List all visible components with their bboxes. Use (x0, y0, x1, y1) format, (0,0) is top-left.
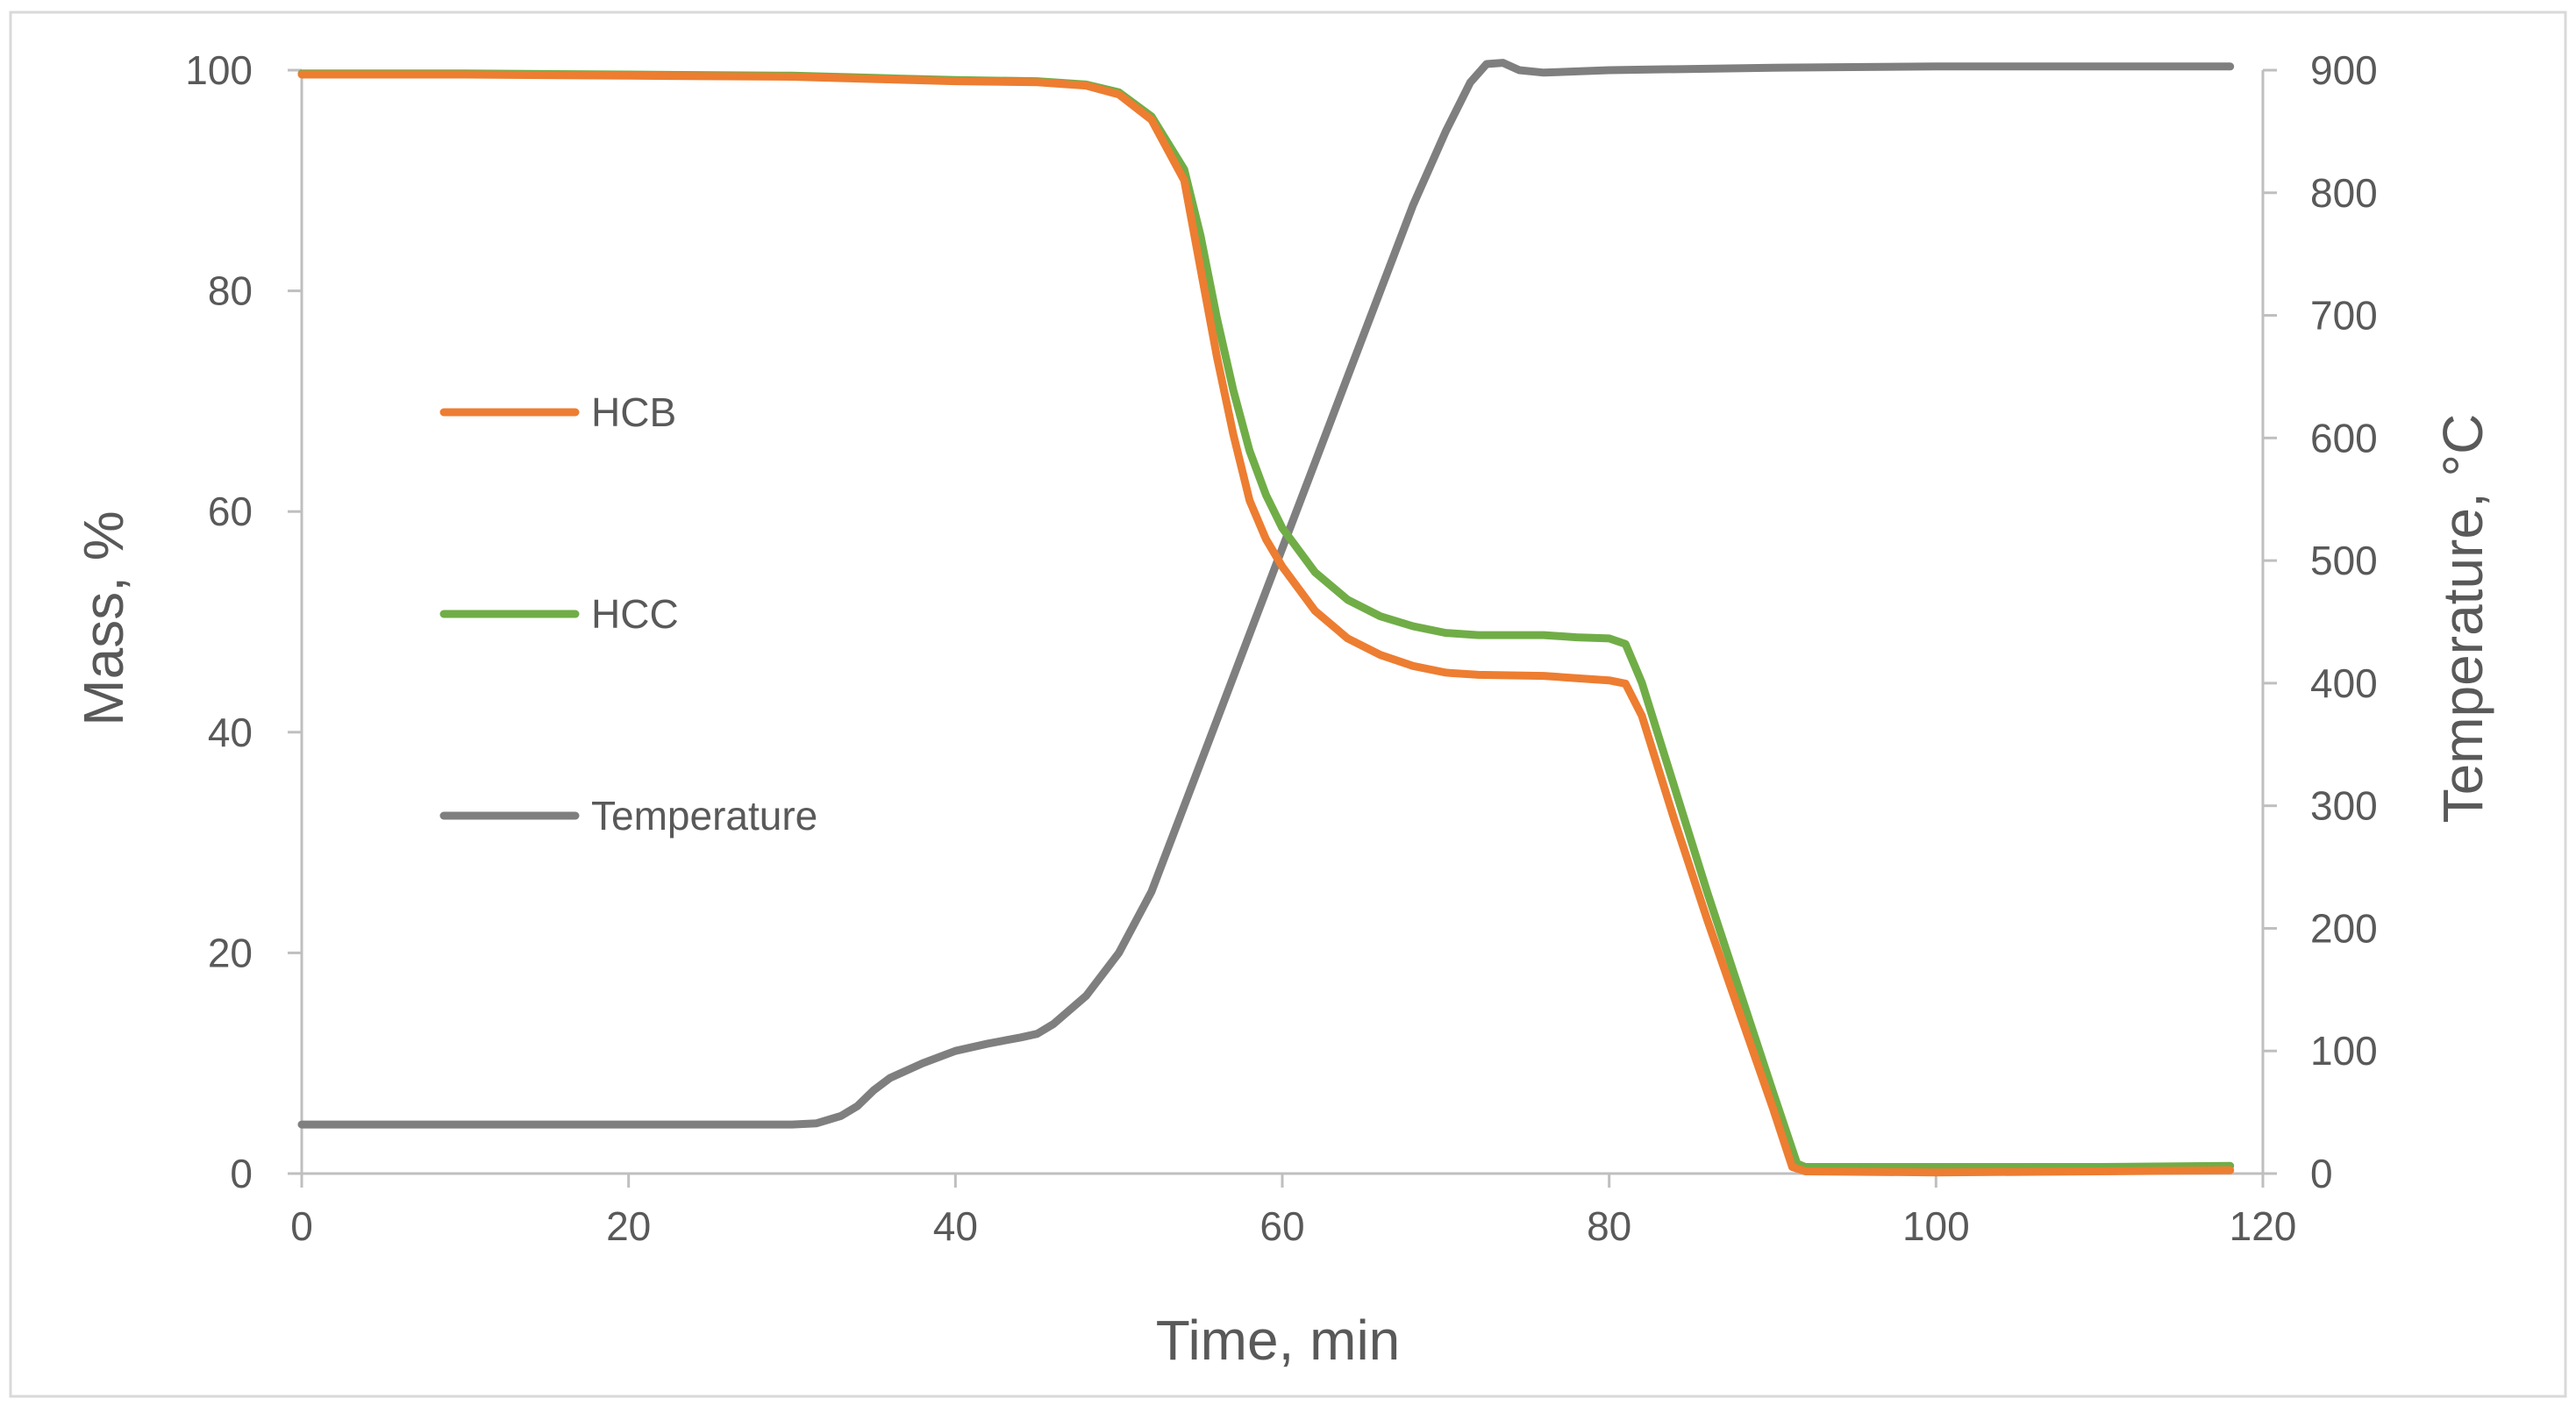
y2-tick-label: 700 (2310, 293, 2378, 339)
series (297, 59, 2235, 1177)
y2-tick-label: 400 (2310, 660, 2378, 706)
x-axis-title: Time, min (1156, 1309, 1401, 1372)
y-tick-label: 20 (208, 930, 253, 975)
x-tick-label: 120 (2230, 1203, 2297, 1249)
y2-tick-label: 0 (2310, 1151, 2333, 1196)
y-tick-label: 60 (208, 489, 253, 534)
y2-tick-label: 800 (2310, 170, 2378, 216)
y2-tick-label: 900 (2310, 47, 2378, 93)
series-line-temperature (297, 59, 2235, 1129)
y-axis-title: Mass, % (72, 510, 135, 725)
x-tick-label: 0 (290, 1203, 313, 1249)
y2-tick-label: 300 (2310, 783, 2378, 829)
y-tick-label: 80 (208, 268, 253, 314)
x-tick-label: 60 (1259, 1203, 1304, 1249)
legend-label-hcc: HCC (591, 591, 679, 637)
y2-tick-label: 100 (2310, 1028, 2378, 1074)
y2-axis-title: Temperature, °C (2431, 414, 2494, 824)
legend-label-hcb: HCB (591, 389, 676, 435)
x-tick-label: 40 (933, 1203, 978, 1249)
y2-tick-label: 200 (2310, 905, 2378, 951)
y2-tick-label: 500 (2310, 538, 2378, 583)
legend: HCB HCC Temperature (439, 389, 817, 839)
x-tick-label: 80 (1587, 1203, 1631, 1249)
y-tick-label: 0 (230, 1151, 253, 1196)
axes: 0 20 40 60 80 100 120 0 20 40 60 80 100 0 100 200 300 400… (185, 47, 2378, 1249)
y-tick-label: 100 (185, 47, 253, 93)
series-line-hcb (297, 70, 2235, 1177)
legend-label-temperature: Temperature (591, 793, 817, 839)
y-tick-label: 40 (208, 710, 253, 755)
x-tick-label: 100 (1902, 1203, 1970, 1249)
chart-frame (9, 11, 2567, 1398)
y2-tick-label: 600 (2310, 415, 2378, 460)
x-tick-label: 20 (606, 1203, 651, 1249)
